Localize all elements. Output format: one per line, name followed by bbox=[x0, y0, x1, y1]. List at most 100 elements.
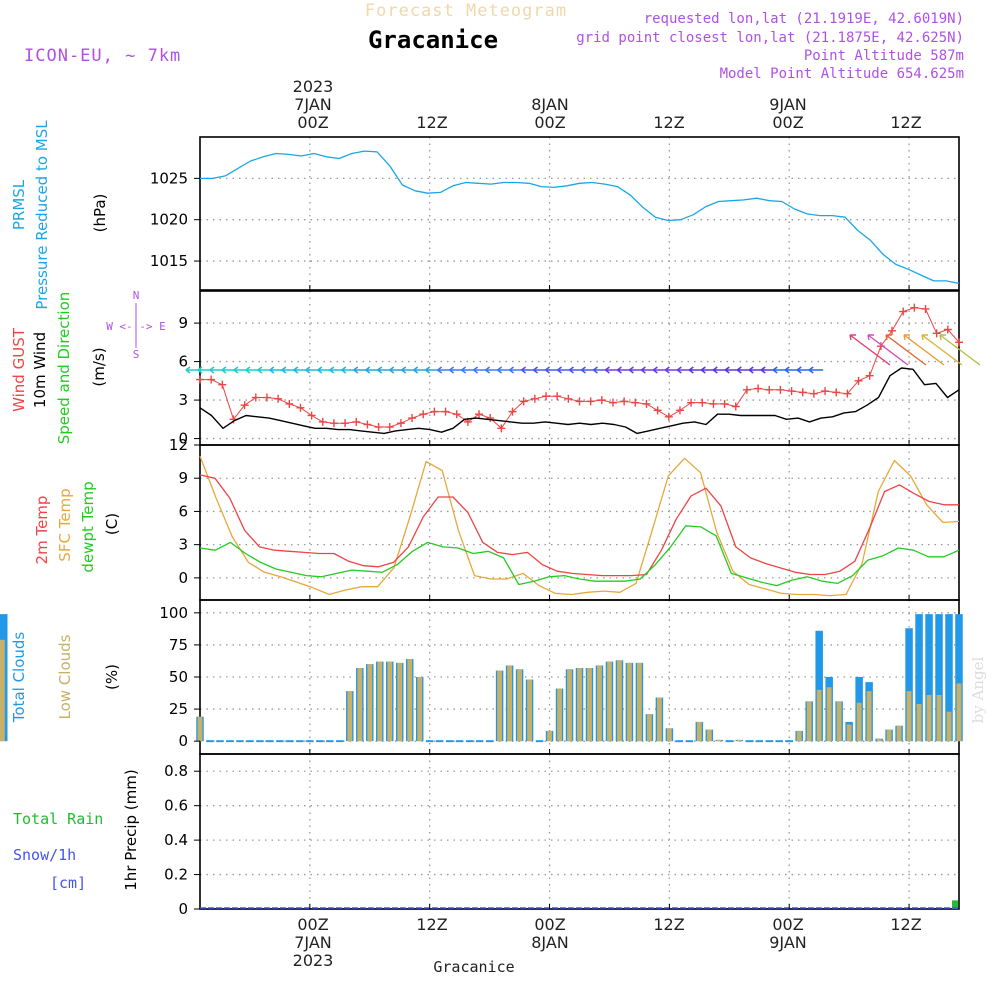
gust-marker bbox=[218, 380, 227, 389]
gust-marker bbox=[296, 403, 305, 412]
low-cloud-bar bbox=[607, 661, 612, 742]
gust-marker bbox=[899, 307, 908, 316]
clouds-total-label: Total Clouds bbox=[10, 632, 28, 724]
precip-snow-unit: [cm] bbox=[50, 874, 86, 892]
y-tick-label: 12 bbox=[169, 436, 188, 454]
top-hour-label: 12Z bbox=[890, 113, 921, 132]
gust-marker bbox=[888, 326, 897, 335]
top-hour-label: 12Z bbox=[416, 113, 447, 132]
y-tick-label: 1025 bbox=[150, 169, 188, 187]
low-cloud-bar bbox=[497, 670, 503, 742]
y-tick-label: 25 bbox=[169, 700, 188, 718]
credit-watermark: by Angel bbox=[969, 656, 987, 723]
wind-10m-line bbox=[199, 367, 960, 435]
wind-direction-arrow bbox=[849, 334, 891, 366]
wind-direction-arrow bbox=[640, 366, 656, 374]
y-tick-label: 0 bbox=[178, 900, 188, 918]
gust-marker bbox=[542, 392, 551, 401]
gust-marker bbox=[508, 407, 517, 416]
gust-marker bbox=[631, 398, 640, 407]
wind-direction-arrow bbox=[233, 366, 248, 374]
gust-marker bbox=[251, 393, 260, 402]
wind-direction-arrow bbox=[808, 366, 824, 374]
top-hour-label: 00Z bbox=[297, 113, 328, 132]
gust-marker bbox=[564, 394, 573, 403]
low-cloud-bar bbox=[367, 664, 373, 742]
wind-dir-label: Speed and Direction bbox=[55, 292, 73, 445]
gust-marker bbox=[720, 399, 729, 408]
low-cloud-bar bbox=[876, 738, 882, 742]
wind-direction-arrow bbox=[724, 366, 740, 374]
y-tick-label: 0.2 bbox=[164, 866, 188, 884]
low-cloud-bar bbox=[716, 739, 722, 742]
wind-direction-arrow bbox=[437, 366, 452, 374]
gust-marker bbox=[396, 419, 405, 428]
low-cloud-bar bbox=[896, 725, 902, 742]
low-cloud-bar bbox=[587, 668, 592, 742]
wind-direction-arrow bbox=[580, 366, 596, 374]
low-cloud-bar bbox=[547, 730, 552, 742]
rain-bar bbox=[952, 900, 959, 909]
wind-panel-marks bbox=[185, 303, 981, 435]
wind-direction-arrow bbox=[664, 366, 680, 374]
gust-marker bbox=[419, 410, 428, 419]
wind-direction-arrow bbox=[796, 366, 812, 374]
y-tick-label: 0 bbox=[178, 732, 188, 750]
wind-direction-arrow bbox=[497, 366, 512, 374]
wind-direction-arrow bbox=[329, 366, 344, 374]
wind-direction-arrow bbox=[712, 366, 728, 374]
wind-direction-arrow bbox=[688, 366, 704, 374]
wind-direction-arrow bbox=[885, 334, 927, 366]
bottom-day-label: 8JAN bbox=[531, 933, 569, 952]
pressure-label-prmsl: PRMSL bbox=[10, 179, 28, 230]
gust-marker bbox=[497, 424, 506, 433]
low-cloud-bar bbox=[407, 659, 413, 742]
y-tick-label: 1020 bbox=[150, 211, 188, 229]
low-cloud-bar bbox=[557, 688, 562, 742]
clouds-unit: (%) bbox=[103, 664, 121, 690]
low-cloud-bar bbox=[527, 679, 532, 742]
low-cloud-bar bbox=[886, 729, 892, 742]
gust-marker bbox=[530, 394, 539, 403]
gust-marker bbox=[653, 406, 662, 415]
low-cloud-bar bbox=[627, 662, 632, 742]
low-cloud-bar bbox=[0, 639, 5, 742]
y-tick-label: 0.8 bbox=[164, 762, 188, 780]
gust-marker bbox=[519, 397, 528, 406]
temp-sfc-label: SFC Temp bbox=[56, 488, 74, 561]
tick-layer: 1015102010250369036912025507510000.20.40… bbox=[150, 169, 910, 918]
bottom-hour-label: 12Z bbox=[653, 915, 684, 934]
gust-line bbox=[200, 307, 960, 429]
temp-dewpt-label: dewpt Temp bbox=[79, 481, 97, 572]
wind-direction-arrow bbox=[867, 334, 909, 366]
low-cloud-bar bbox=[846, 724, 852, 742]
requested-coords: requested lon,lat (21.1919E, 42.6019N) bbox=[644, 11, 964, 27]
frame-layer bbox=[199, 136, 960, 910]
gust-marker bbox=[262, 393, 271, 402]
wind-direction-arrow bbox=[760, 366, 776, 374]
gust-marker bbox=[374, 423, 383, 432]
pressure-panel-marks bbox=[200, 150, 960, 285]
bottom-time-axis: 00Z 7JAN 2023 12Z 00Z 8JAN 12Z 00Z 9JAN … bbox=[293, 915, 922, 970]
wind-direction-arrow bbox=[509, 366, 524, 374]
precip-axis-title: 1hr Precip (mm) bbox=[122, 769, 140, 890]
total-cloud-bar bbox=[935, 614, 943, 742]
compass-north: N bbox=[133, 289, 140, 302]
wind-direction-arrow bbox=[473, 366, 488, 374]
wind-direction-arrow bbox=[533, 366, 548, 374]
wind-10m-label: 10m Wind bbox=[31, 332, 49, 408]
wind-direction-arrow bbox=[257, 366, 272, 374]
gust-marker bbox=[341, 419, 350, 428]
bottom-hour-label: 00Z bbox=[297, 915, 328, 934]
bottom-hour-label: 00Z bbox=[772, 915, 803, 934]
wind-direction-arrow bbox=[389, 366, 404, 374]
top-day-label: 9JAN bbox=[769, 95, 807, 114]
low-cloud-bar bbox=[796, 730, 802, 742]
gust-marker bbox=[385, 423, 394, 432]
gust-marker bbox=[363, 420, 372, 429]
top-year-label: 2023 bbox=[293, 77, 334, 96]
y-tick-label: 100 bbox=[159, 604, 188, 622]
precip-rain-label: Total Rain bbox=[13, 810, 103, 828]
wind-direction-arrow bbox=[903, 334, 945, 366]
